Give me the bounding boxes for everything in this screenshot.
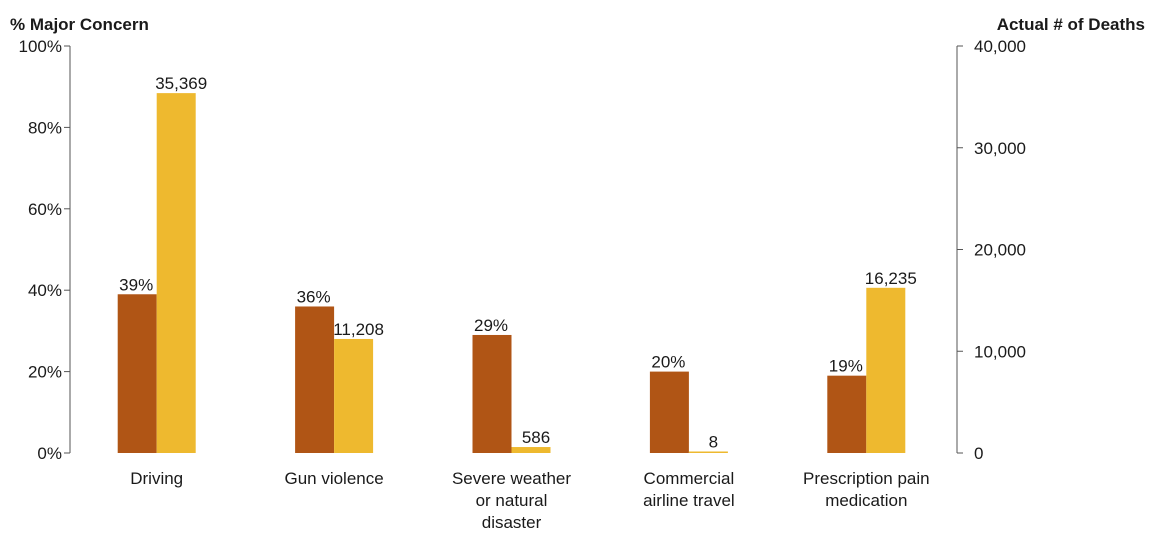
concern-bar — [649, 371, 689, 453]
right-tick-label: 0 — [974, 444, 983, 463]
deaths-bar — [334, 338, 374, 453]
deaths-data-label: 11,208 — [333, 320, 384, 339]
category-label: Driving — [130, 469, 183, 488]
category-label: disaster — [482, 513, 542, 532]
concern-data-label: 19% — [829, 357, 863, 376]
concern-data-label: 36% — [297, 287, 331, 306]
left-tick-label: 0% — [37, 444, 62, 463]
deaths-data-label: 35,369 — [155, 74, 207, 93]
category-label: or natural — [476, 491, 548, 510]
concern-data-label: 29% — [474, 316, 508, 335]
concern-bar — [117, 294, 157, 453]
right-axis-title: Actual # of Deaths — [997, 15, 1145, 34]
concern-bar — [827, 375, 867, 453]
category-label: Severe weather — [452, 469, 571, 488]
category-labels: Driving Gun violence Severe weather or natu… — [130, 469, 929, 532]
right-tick-label: 30,000 — [974, 139, 1026, 158]
deaths-bar — [156, 93, 196, 453]
left-y-axis: 0% 20% 40% 60% 80% 100% — [19, 37, 71, 463]
deaths-bar — [511, 447, 551, 453]
left-tick-label: 80% — [28, 118, 62, 137]
concern-data-label: 20% — [651, 353, 685, 372]
left-tick-label: 60% — [28, 200, 62, 219]
category-label: airline travel — [643, 491, 735, 510]
concern-data-label: 39% — [119, 275, 153, 294]
right-y-axis: 0 10,000 20,000 30,000 40,000 — [956, 37, 1026, 463]
right-tick-label: 40,000 — [974, 37, 1026, 56]
left-tick-label: 40% — [28, 281, 62, 300]
right-tick-label: 10,000 — [974, 342, 1026, 361]
deaths-bar — [688, 451, 728, 453]
deaths-bar — [866, 287, 906, 453]
concern-bar — [295, 306, 335, 453]
deaths-data-label: 586 — [522, 428, 550, 447]
left-tick-label: 20% — [28, 363, 62, 382]
data-labels: 39% 35,369 36%11,208 29% 586 20% 8 19% 16,235 — [119, 74, 917, 451]
concern-bar — [472, 334, 512, 453]
right-tick-label: 20,000 — [974, 241, 1026, 260]
deaths-data-label: 8 — [709, 433, 718, 452]
category-label: Gun violence — [284, 469, 383, 488]
bar-marks — [117, 93, 906, 453]
category-label: Commercial — [644, 469, 735, 488]
category-label: Prescription pain — [803, 469, 930, 488]
deaths-data-label: 16,235 — [865, 269, 917, 288]
category-label: medication — [825, 491, 907, 510]
left-axis-title: % Major Concern — [10, 15, 149, 34]
left-tick-label: 100% — [19, 37, 62, 56]
